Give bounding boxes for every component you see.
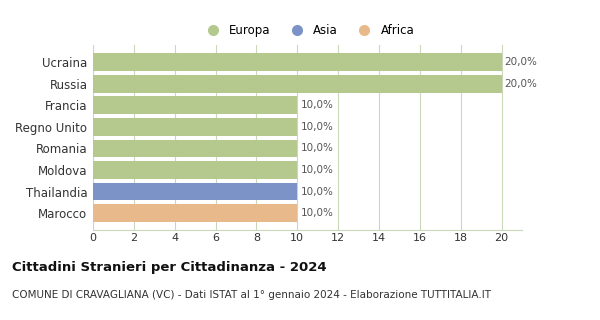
Bar	[93, 75, 502, 92]
Bar	[93, 53, 502, 71]
Text: 10,0%: 10,0%	[301, 165, 333, 175]
Bar	[93, 204, 297, 222]
Bar	[93, 118, 297, 136]
Text: 20,0%: 20,0%	[505, 57, 538, 67]
Text: 10,0%: 10,0%	[301, 122, 333, 132]
Bar	[93, 183, 297, 200]
Bar	[93, 161, 297, 179]
Text: Cittadini Stranieri per Cittadinanza - 2024: Cittadini Stranieri per Cittadinanza - 2…	[12, 261, 326, 274]
Text: 10,0%: 10,0%	[301, 143, 333, 153]
Bar	[93, 140, 297, 157]
Text: COMUNE DI CRAVAGLIANA (VC) - Dati ISTAT al 1° gennaio 2024 - Elaborazione TUTTIT: COMUNE DI CRAVAGLIANA (VC) - Dati ISTAT …	[12, 290, 491, 300]
Text: 10,0%: 10,0%	[301, 208, 333, 218]
Text: 10,0%: 10,0%	[301, 100, 333, 110]
Legend: Europa, Asia, Africa: Europa, Asia, Africa	[196, 19, 419, 42]
Text: 10,0%: 10,0%	[301, 187, 333, 196]
Text: 20,0%: 20,0%	[505, 79, 538, 89]
Bar	[93, 96, 297, 114]
